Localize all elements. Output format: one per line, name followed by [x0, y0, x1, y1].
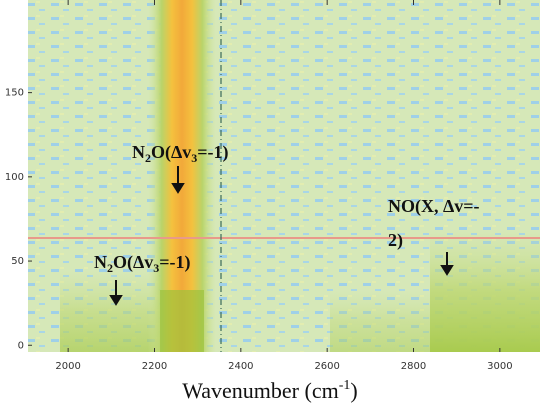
annotation: N2O(Δv3=-1) [132, 142, 229, 165]
y-tick-label: 150 [5, 88, 24, 99]
x-tick-label: 2400 [228, 361, 253, 372]
y-tick-label: 100 [5, 172, 24, 183]
x-tick-label: 2600 [314, 361, 339, 372]
x-tick-label: 2800 [401, 361, 426, 372]
annotation: NO(X, Δv=- [388, 196, 480, 217]
heatmap [28, 0, 540, 352]
y-tick-label: 0 [18, 340, 24, 351]
x-tick-label: 2200 [142, 361, 167, 372]
x-tick-label: 3000 [487, 361, 512, 372]
arrows [109, 166, 454, 306]
annotation: 2) [388, 230, 403, 251]
x-tick-label: 2000 [55, 361, 80, 372]
x-axis-label: Wavenumber (cm-1) [182, 378, 357, 403]
annotation: N2O(Δv3=-1) [94, 252, 191, 275]
y-tick-label: 50 [11, 256, 24, 267]
